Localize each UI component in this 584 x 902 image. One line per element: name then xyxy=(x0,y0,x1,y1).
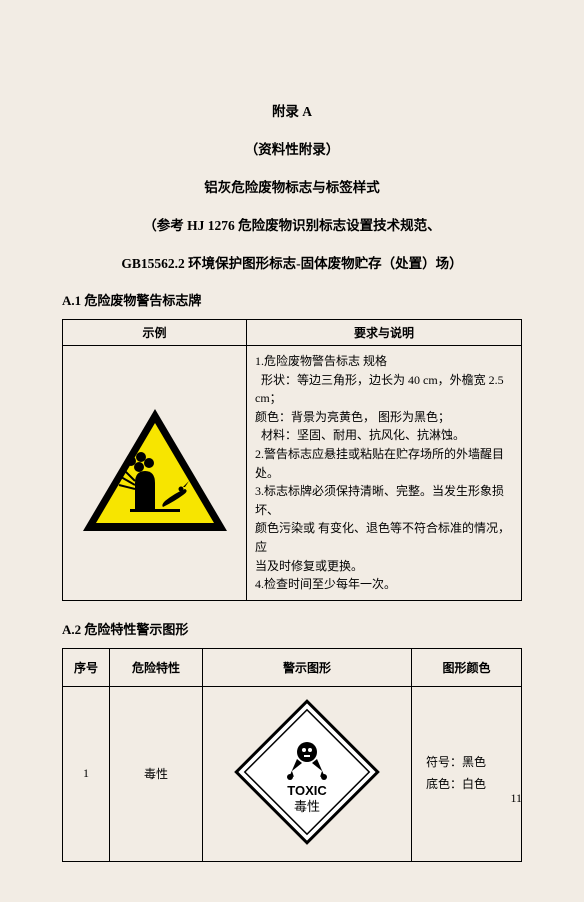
a2-row1-char: 毒性 xyxy=(110,686,203,861)
a1-desc-line: 颜色污染或 有变化、退色等不符合标准的情况， 应 xyxy=(255,519,513,556)
color-line: 符号：黑色 xyxy=(426,752,515,774)
color-line: 底色：白色 xyxy=(426,774,515,796)
a2-row1-color: 符号：黑色 底色：白色 xyxy=(412,686,522,861)
hazard-triangle-icon xyxy=(75,401,235,541)
a1-th-req: 要求与说明 xyxy=(247,320,522,346)
a1-heading: A.1 危险废物警告标志牌 xyxy=(62,290,522,309)
a1-desc-line: 材料：坚固、耐用、抗风化、抗淋蚀。 xyxy=(255,426,513,445)
svg-text:毒性: 毒性 xyxy=(294,799,320,814)
toxic-diamond-icon: TOXIC 毒性 xyxy=(232,697,382,847)
a1-desc-cell: 1.危险废物警告标志 规格 形状：等边三角形，边长为 40 cm，外檐宽 2.5… xyxy=(247,346,522,601)
a1-desc-line: 1.危险废物警告标志 规格 xyxy=(255,352,513,371)
ref-line-1: （参考 HJ 1276 危险废物识别标志设置技术规范、 xyxy=(62,214,522,234)
a2-th-color: 图形颜色 xyxy=(412,648,522,686)
a1-desc-line: 颜色：背景为亮黄色， 图形为黑色； xyxy=(255,408,513,427)
table-row: 示例 要求与说明 xyxy=(63,320,522,346)
doc-title: 铝灰危险废物标志与标签样式 xyxy=(62,176,522,196)
a2-heading: A.2 危险特性警示图形 xyxy=(62,619,522,638)
a2-row1-num: 1 xyxy=(63,686,110,861)
svg-text:TOXIC: TOXIC xyxy=(287,783,327,798)
a1-example-cell xyxy=(63,346,247,601)
a2-th-img: 警示图形 xyxy=(203,648,412,686)
table-row: 1 毒性 xyxy=(63,686,522,861)
a1-desc-line: 形状：等边三角形，边长为 40 cm，外檐宽 2.5 cm； xyxy=(255,371,513,408)
a1-desc-line: 4.检查时间至少每年一次。 xyxy=(255,575,513,594)
page-number: 11 xyxy=(510,791,522,806)
a1-th-example: 示例 xyxy=(63,320,247,346)
appendix-subtitle: （资料性附录） xyxy=(62,138,522,158)
a1-desc-line: 3.标志标牌必须保持清晰、完整。当发生形象损坏、 xyxy=(255,482,513,519)
table-row: 序号 危险特性 警示图形 图形颜色 xyxy=(63,648,522,686)
a2-th-char: 危险特性 xyxy=(110,648,203,686)
a1-desc-line: 当及时修复或更换。 xyxy=(255,557,513,576)
table-row: 1.危险废物警告标志 规格 形状：等边三角形，边长为 40 cm，外檐宽 2.5… xyxy=(63,346,522,601)
a1-desc-line: 2.警告标志应悬挂或粘贴在贮存场所的外墙醒目处。 xyxy=(255,445,513,482)
a2-th-num: 序号 xyxy=(63,648,110,686)
ref-line-2: GB15562.2 环境保护图形标志-固体废物贮存（处置）场） xyxy=(62,252,522,272)
a1-table: 示例 要求与说明 xyxy=(62,319,522,601)
appendix-label: 附录 A xyxy=(62,100,522,120)
page-content: 附录 A （资料性附录） 铝灰危险废物标志与标签样式 （参考 HJ 1276 危… xyxy=(0,0,584,902)
a2-table: 序号 危险特性 警示图形 图形颜色 1 毒性 xyxy=(62,648,522,862)
a2-row1-img: TOXIC 毒性 xyxy=(203,686,412,861)
